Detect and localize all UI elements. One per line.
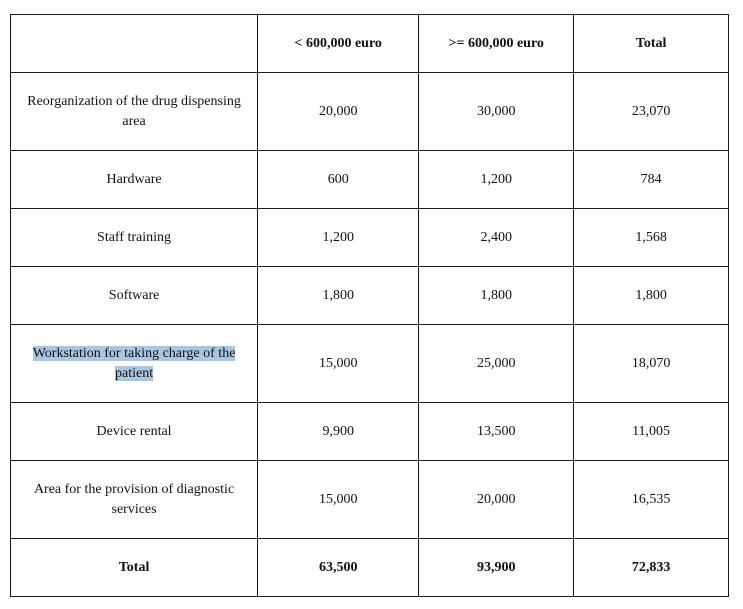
table-row: Software 1,800 1,800 1,800	[9, 266, 729, 325]
table-row: Workstation for taking charge of the pat…	[9, 324, 729, 403]
row-label: Hardware	[9, 150, 259, 209]
table-row: Staff training 1,200 2,400 1,568	[9, 208, 729, 267]
row-value-under-600k: 1,800	[257, 266, 420, 325]
header-cell-empty	[9, 14, 259, 73]
row-value-under-600k: 20,000	[257, 72, 420, 151]
row-value-under-600k: 9,900	[257, 402, 420, 461]
row-value-under-600k: 15,000	[257, 460, 420, 539]
row-value-total: 11,005	[573, 402, 729, 461]
header-cell-over-600k: >= 600,000 euro	[418, 14, 575, 73]
row-label: Device rental	[9, 402, 259, 461]
row-value-under-600k: 600	[257, 150, 420, 209]
row-label: Software	[9, 266, 259, 325]
row-value-over-600k: 30,000	[418, 72, 575, 151]
cost-table: < 600,000 euro >= 600,000 euro Total Reo…	[9, 14, 729, 597]
row-label: Area for the provision of diagnostic ser…	[9, 460, 259, 539]
table-row: Hardware 600 1,200 784	[9, 150, 729, 209]
header-cell-total: Total	[573, 14, 729, 73]
row-value-total: 784	[573, 150, 729, 209]
row-value-total: 1,800	[573, 266, 729, 325]
row-value-over-600k: 2,400	[418, 208, 575, 267]
table-row: Reorganization of the drug dispensing ar…	[9, 72, 729, 151]
row-value-under-600k: 1,200	[257, 208, 420, 267]
row-value-under-600k: 15,000	[257, 324, 420, 403]
row-value-over-600k: 20,000	[418, 460, 575, 539]
row-value-total: 18,070	[573, 324, 729, 403]
total-value-under-600k: 63,500	[257, 538, 420, 597]
table-row: Area for the provision of diagnostic ser…	[9, 460, 729, 539]
row-value-over-600k: 13,500	[418, 402, 575, 461]
row-value-over-600k: 1,200	[418, 150, 575, 209]
row-label: Reorganization of the drug dispensing ar…	[9, 72, 259, 151]
row-value-total: 1,568	[573, 208, 729, 267]
table-row: Device rental 9,900 13,500 11,005	[9, 402, 729, 461]
total-value-over-600k: 93,900	[418, 538, 575, 597]
table-total-row: Total 63,500 93,900 72,833	[9, 538, 729, 597]
total-row-label: Total	[9, 538, 259, 597]
header-cell-under-600k: < 600,000 euro	[257, 14, 420, 73]
selected-text-highlight[interactable]: Workstation for taking charge of the pat…	[32, 345, 236, 381]
row-value-over-600k: 25,000	[418, 324, 575, 403]
row-value-total: 16,535	[573, 460, 729, 539]
total-value-total: 72,833	[573, 538, 729, 597]
row-value-over-600k: 1,800	[418, 266, 575, 325]
row-label-cell: Workstation for taking charge of the pat…	[9, 324, 259, 403]
row-value-total: 23,070	[573, 72, 729, 151]
row-label: Staff training	[9, 208, 259, 267]
table-header-row: < 600,000 euro >= 600,000 euro Total	[9, 14, 729, 73]
